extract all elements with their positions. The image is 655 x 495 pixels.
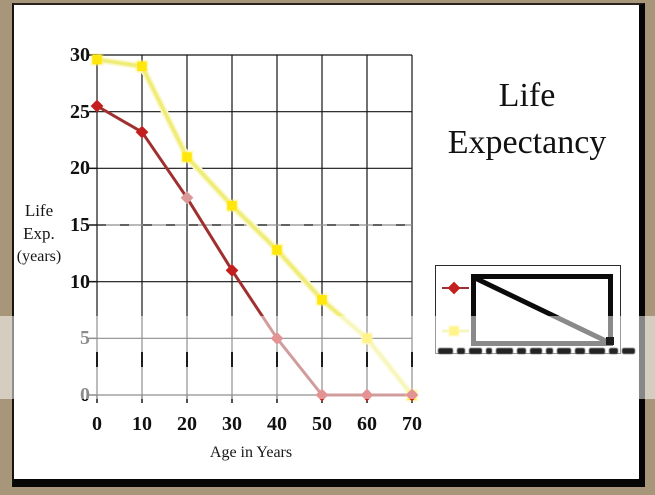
y-axis-label-line-2: Exp. xyxy=(23,224,55,243)
marker-red-60 xyxy=(360,388,374,402)
marker-red-30 xyxy=(225,263,239,277)
x-tick-label-60: 60 xyxy=(357,413,377,435)
y-tick-label-30: 30 xyxy=(70,44,90,66)
marker-yellow-0 xyxy=(92,54,102,65)
legend-red-marker xyxy=(447,281,461,295)
slide-background xyxy=(12,3,645,487)
y-tick-label-10: 10 xyxy=(70,270,90,293)
marker-red-0 xyxy=(90,99,104,113)
x-tick-label-50: 50 xyxy=(312,413,332,435)
chart-title-line-2: Expectancy xyxy=(447,124,607,161)
x-tick-label-30: 30 xyxy=(222,413,242,435)
y-tick-label-20: 20 xyxy=(70,157,90,180)
marker-yellow-40 xyxy=(272,245,282,255)
y-tick-label-15: 15 xyxy=(70,214,90,236)
legend-box xyxy=(435,265,621,354)
legend-graphic xyxy=(442,274,613,346)
y-axis-label: Life Exp. (years) xyxy=(6,199,72,268)
y-axis-label-line-1: Life xyxy=(24,201,54,220)
x-tick-label-10: 10 xyxy=(132,413,152,435)
x-tick-label-40: 40 xyxy=(267,413,287,435)
series-red-line xyxy=(96,104,412,397)
marker-yellow-30 xyxy=(227,200,237,211)
y-tick-label-25: 25 xyxy=(70,100,90,123)
legend-redaction-diagonal xyxy=(473,275,610,345)
marker-yellow-10 xyxy=(137,61,147,72)
legend-yellow-marker xyxy=(449,326,459,336)
y-tick-label-0: 0 xyxy=(80,384,90,406)
marker-yellow-20 xyxy=(182,152,192,162)
x-tick-label-70: 70 xyxy=(402,413,422,435)
marker-yellow-60 xyxy=(362,333,372,344)
marker-red-10 xyxy=(135,125,149,139)
y-tick-label-5: 5 xyxy=(80,327,90,350)
y-axis-label-line-3: (years) xyxy=(16,248,62,265)
x-axis-label: Age in Years xyxy=(209,444,293,461)
marker-yellow-50 xyxy=(317,295,327,305)
chart-title-line-1: Life xyxy=(498,77,556,114)
x-tick-label-20: 20 xyxy=(177,413,197,435)
x-tick-label-0: 0 xyxy=(92,413,102,435)
chart-title: Life Expectancy xyxy=(428,72,626,166)
marker-red-20 xyxy=(180,191,194,205)
